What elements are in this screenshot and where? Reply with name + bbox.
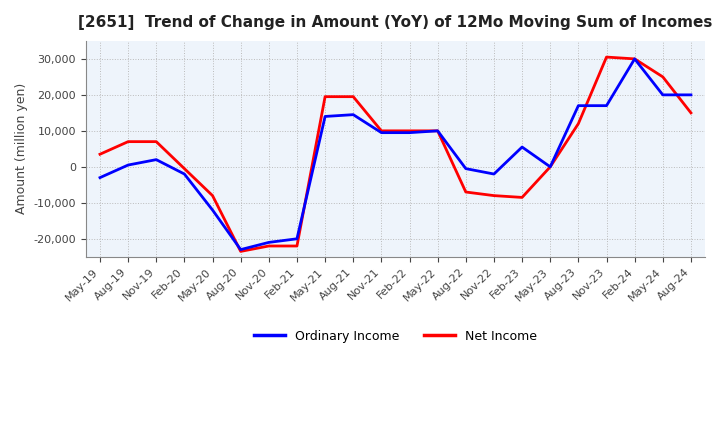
Ordinary Income: [659, 92, 667, 98]
Ordinary Income: [687, 92, 696, 98]
Net Income: [180, 166, 189, 171]
Net Income: [349, 94, 358, 99]
Ordinary Income: [518, 144, 526, 150]
Ordinary Income: [321, 114, 330, 119]
Net Income: [574, 121, 582, 126]
Ordinary Income: [433, 128, 442, 133]
Ordinary Income: [292, 236, 301, 242]
Ordinary Income: [264, 240, 273, 245]
Ordinary Income: [377, 130, 386, 135]
Legend: Ordinary Income, Net Income: Ordinary Income, Net Income: [248, 325, 542, 348]
Net Income: [490, 193, 498, 198]
Ordinary Income: [490, 172, 498, 177]
Ordinary Income: [462, 166, 470, 171]
Net Income: [518, 195, 526, 200]
Y-axis label: Amount (million yen): Amount (million yen): [15, 83, 28, 214]
Net Income: [236, 249, 245, 254]
Ordinary Income: [96, 175, 104, 180]
Ordinary Income: [405, 130, 414, 135]
Ordinary Income: [208, 207, 217, 213]
Net Income: [208, 193, 217, 198]
Net Income: [377, 128, 386, 133]
Net Income: [124, 139, 132, 144]
Ordinary Income: [180, 172, 189, 177]
Ordinary Income: [124, 162, 132, 168]
Net Income: [152, 139, 161, 144]
Net Income: [292, 243, 301, 249]
Net Income: [264, 243, 273, 249]
Net Income: [546, 164, 554, 169]
Line: Net Income: Net Income: [100, 57, 691, 251]
Title: [2651]  Trend of Change in Amount (YoY) of 12Mo Moving Sum of Incomes: [2651] Trend of Change in Amount (YoY) o…: [78, 15, 713, 30]
Net Income: [602, 55, 611, 60]
Ordinary Income: [349, 112, 358, 117]
Net Income: [96, 152, 104, 157]
Ordinary Income: [630, 56, 639, 62]
Ordinary Income: [574, 103, 582, 108]
Net Income: [433, 128, 442, 133]
Ordinary Income: [236, 247, 245, 252]
Ordinary Income: [602, 103, 611, 108]
Line: Ordinary Income: Ordinary Income: [100, 59, 691, 249]
Net Income: [687, 110, 696, 115]
Net Income: [659, 74, 667, 80]
Net Income: [630, 56, 639, 62]
Ordinary Income: [546, 164, 554, 169]
Net Income: [321, 94, 330, 99]
Ordinary Income: [152, 157, 161, 162]
Net Income: [405, 128, 414, 133]
Net Income: [462, 189, 470, 194]
